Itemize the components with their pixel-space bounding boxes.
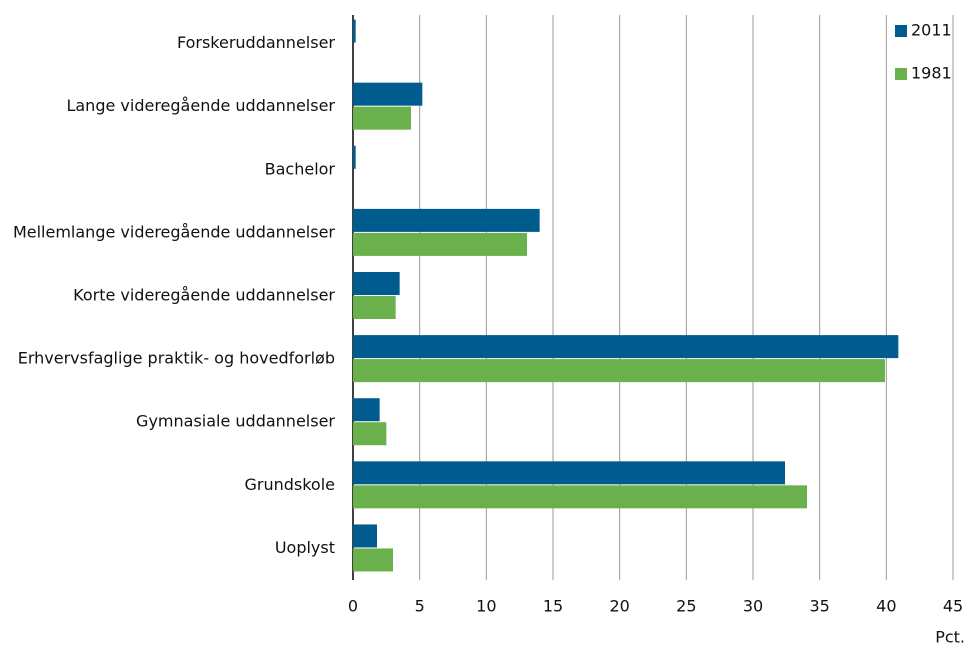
y-tick-label: Korte videregående uddannelser bbox=[73, 286, 335, 305]
x-tick-label: 40 bbox=[876, 597, 896, 616]
bar bbox=[353, 461, 785, 485]
bar bbox=[353, 422, 387, 446]
x-tick-label: 25 bbox=[676, 597, 696, 616]
bar bbox=[353, 145, 356, 169]
bar bbox=[353, 359, 885, 383]
bar bbox=[353, 548, 393, 572]
bar bbox=[353, 272, 400, 295]
x-tick-label: 35 bbox=[809, 597, 829, 616]
x-tick-label: 20 bbox=[609, 597, 629, 616]
y-tick-label: Forskeruddannelser bbox=[177, 33, 335, 52]
bar bbox=[353, 485, 807, 509]
bar bbox=[353, 82, 423, 106]
bar bbox=[353, 524, 377, 548]
legend-label: 2011 bbox=[911, 21, 952, 40]
y-tick-label: Erhvervsfaglige praktik- og hovedforløb bbox=[18, 349, 335, 368]
y-tick-label: Grundskole bbox=[244, 475, 335, 494]
bar bbox=[353, 208, 540, 232]
bar bbox=[353, 398, 380, 422]
bar bbox=[353, 106, 411, 130]
bar bbox=[353, 335, 899, 359]
y-tick-label: Gymnasiale uddannelser bbox=[136, 412, 335, 431]
legend-label: 1981 bbox=[911, 64, 952, 83]
y-tick-label: Mellemlange videregående uddannelser bbox=[13, 222, 335, 241]
bar bbox=[353, 19, 356, 43]
x-tick-label: 15 bbox=[543, 597, 563, 616]
bar bbox=[353, 296, 396, 319]
legend-swatch bbox=[895, 25, 907, 37]
y-tick-label: Uoplyst bbox=[275, 538, 335, 557]
x-tick-label: 45 bbox=[943, 597, 963, 616]
x-tick-label: 5 bbox=[415, 597, 425, 616]
bar bbox=[353, 232, 527, 256]
x-tick-label: 10 bbox=[476, 597, 496, 616]
x-tick-label: 30 bbox=[743, 597, 763, 616]
legend-swatch bbox=[895, 68, 907, 80]
x-tick-label: 0 bbox=[348, 597, 358, 616]
y-tick-label: Lange videregående uddannelser bbox=[66, 96, 335, 115]
y-tick-label: Bachelor bbox=[265, 159, 336, 178]
x-axis-label: Pct. bbox=[935, 628, 965, 647]
